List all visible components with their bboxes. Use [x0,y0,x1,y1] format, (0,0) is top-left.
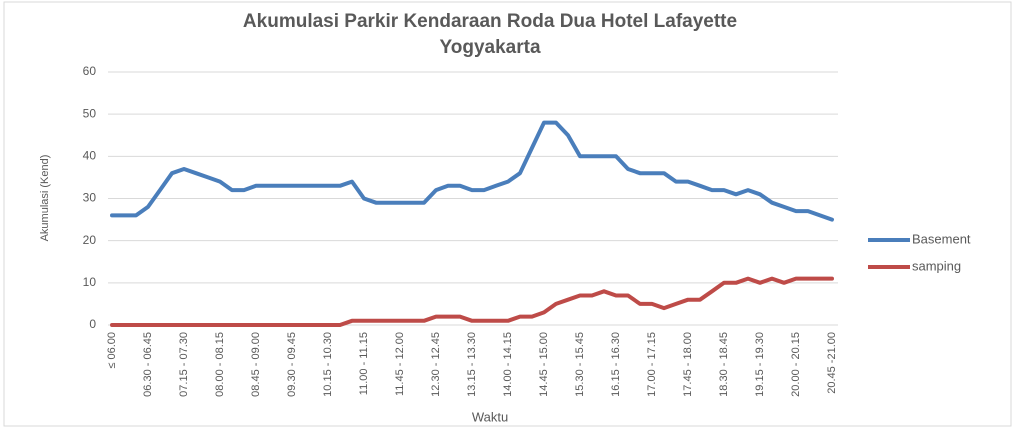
chart-title: Akumulasi Parkir Kendaraan Roda Dua Hote… [243,11,737,32]
chart-border [3,1,1012,427]
x-tick-label: 15.30 - 15.45 [574,332,586,397]
x-tick-label: 20.00 - 20.15 [790,332,802,397]
x-tick-label: 14.45 - 15.00 [538,332,550,397]
x-tick-label: 09.30 - 09.45 [286,332,298,397]
x-tick-label: 20.45 -21.00 [826,332,838,394]
x-tick-label: 17.45 - 18.00 [682,332,694,397]
x-tick-label: 13.15 - 13.30 [466,332,478,397]
x-tick-label: 08.45 - 09.00 [250,332,262,397]
y-tick-label: 60 [83,64,97,78]
x-tick-label: 11.45 - 12.00 [394,332,406,396]
chart-title: Yogyakarta [439,37,540,58]
x-tick-label: 17.00 - 17.15 [646,332,658,397]
x-tick-label: 19.15 - 19.30 [754,332,766,397]
y-tick-label: 10 [83,275,97,289]
y-tick-label: 0 [89,317,96,331]
x-tick-label: 14.00 - 14.15 [502,332,514,397]
y-tick-label: 30 [83,191,97,205]
line [110,120,834,222]
y-tick-label: 20 [83,233,97,247]
x-tick-label: 16.15 - 16.30 [610,332,622,397]
x-tick-label: 18.30 - 18.45 [718,332,730,397]
x-tick-label: 11.00 - 11.15 [358,332,370,395]
x-tick-label: 06.30 - 06.45 [142,332,154,397]
y-axis-label: Akumulasi (Kend) [39,155,51,242]
x-tick-label: ≤ 06.00 [106,332,118,369]
y-tick-label: 40 [83,149,97,163]
x-tick-label: 10.15 - 10.30 [322,332,334,397]
x-tick-label: 08.00 - 08.15 [214,332,226,397]
x-axis-label: Waktu [472,409,508,424]
x-tick-label: 07.15 - 07.30 [178,332,190,397]
x-tick-label: 12.30 - 12.45 [430,332,442,397]
y-tick-label: 50 [83,106,97,120]
legend-label: samping [912,258,961,273]
line [110,276,834,327]
legend-label: Basement [912,231,971,246]
